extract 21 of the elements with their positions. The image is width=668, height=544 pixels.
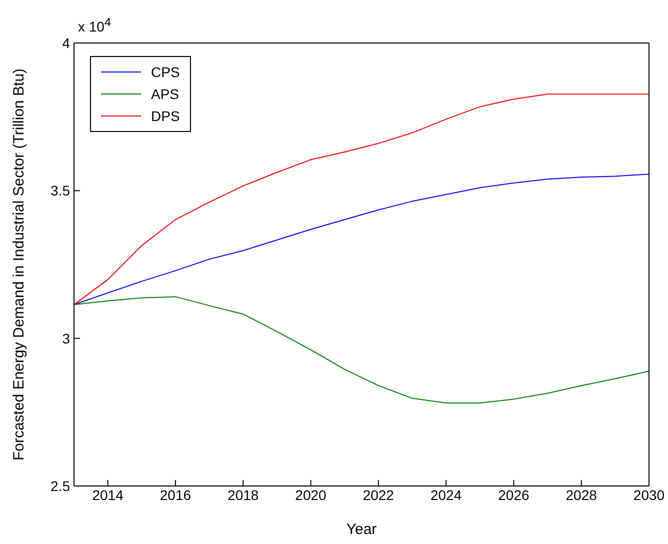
x-tick-label: 2020 (295, 486, 327, 503)
y-tick-label: 2.5 (50, 478, 70, 494)
legend-label: APS (151, 85, 180, 104)
y-tick-label: 3 (62, 330, 70, 346)
line-series (74, 296, 649, 404)
line-series (74, 174, 649, 306)
x-tick-label: 2026 (498, 486, 530, 503)
x-tick-label: 2024 (430, 486, 462, 503)
x-tick-label: 2016 (160, 486, 192, 503)
x-tick-label: 2022 (362, 486, 394, 503)
legend-label: DPS (151, 107, 180, 126)
x-axis-title: Year (346, 521, 377, 538)
x-tick-label: 2014 (92, 486, 124, 503)
x-tick-label: 2030 (633, 486, 665, 503)
x-tick-label: 2018 (228, 486, 259, 503)
text: x 10$^{4}$ (78, 16, 111, 35)
y-tick-label: 3.5 (50, 182, 70, 199)
y-tick-label: 4 (62, 34, 70, 51)
x-tick-label: 2028 (566, 486, 598, 503)
y-axis-title: Forcasted Energy Demand in Industrial Sector (Trillion Btu) (10, 68, 28, 461)
legend-label: CPS (151, 63, 180, 82)
